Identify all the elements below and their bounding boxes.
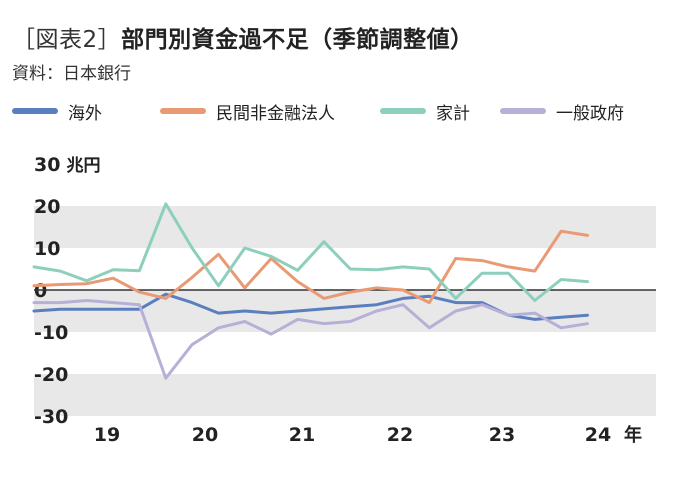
y-tick-label: 30 兆円	[34, 154, 100, 176]
series-line-1	[32, 229, 589, 305]
legend-item-government: 一般政府	[500, 97, 624, 125]
legend-swatch-corporate	[160, 108, 206, 114]
legend-swatch-overseas	[12, 108, 58, 114]
y-tick-label: -20	[34, 364, 68, 386]
legend-label-corporate: 民間非金融法人	[216, 103, 335, 124]
x-tick-label: 22	[387, 424, 413, 446]
series-line-3	[32, 299, 589, 380]
x-axis-unit: 年	[624, 424, 642, 446]
legend-item-corporate: 民間非金融法人	[160, 97, 335, 125]
y-tick-label: 20	[34, 196, 60, 218]
x-tick-label: 23	[489, 424, 515, 446]
legend-swatch-government	[500, 108, 546, 114]
legend-item-overseas: 海外	[12, 97, 102, 125]
x-tick-label: 20	[192, 424, 218, 446]
grid-band	[34, 290, 656, 332]
y-tick-label: 0	[34, 280, 47, 302]
chart-source: 資料：日本銀行	[12, 64, 131, 84]
series-line-2	[32, 202, 589, 302]
chart-legend: 海外 民間非金融法人 家計 一般政府	[12, 97, 672, 125]
x-tick-label: 24	[585, 424, 611, 446]
legend-label-overseas: 海外	[68, 103, 102, 124]
y-tick-label: -30	[34, 406, 68, 428]
legend-label-government: 一般政府	[556, 103, 624, 124]
y-axis-unit: 兆円	[66, 156, 100, 176]
chart-title: ［図表2］部門別資金過不足（季節調整値）	[12, 20, 474, 54]
figure-tag: ［図表2］	[12, 27, 122, 53]
x-tick-label: 21	[289, 424, 315, 446]
y-tick-label: 10	[34, 238, 60, 260]
grid-band	[34, 374, 656, 416]
legend-item-household: 家計	[380, 97, 470, 125]
chart-title-text: 部門別資金過不足（季節調整値）	[121, 27, 474, 53]
legend-swatch-household	[380, 108, 426, 114]
legend-label-household: 家計	[436, 103, 470, 124]
x-tick-label: 19	[94, 424, 120, 446]
y-tick-label: -10	[34, 322, 68, 344]
grid-band	[34, 206, 656, 248]
